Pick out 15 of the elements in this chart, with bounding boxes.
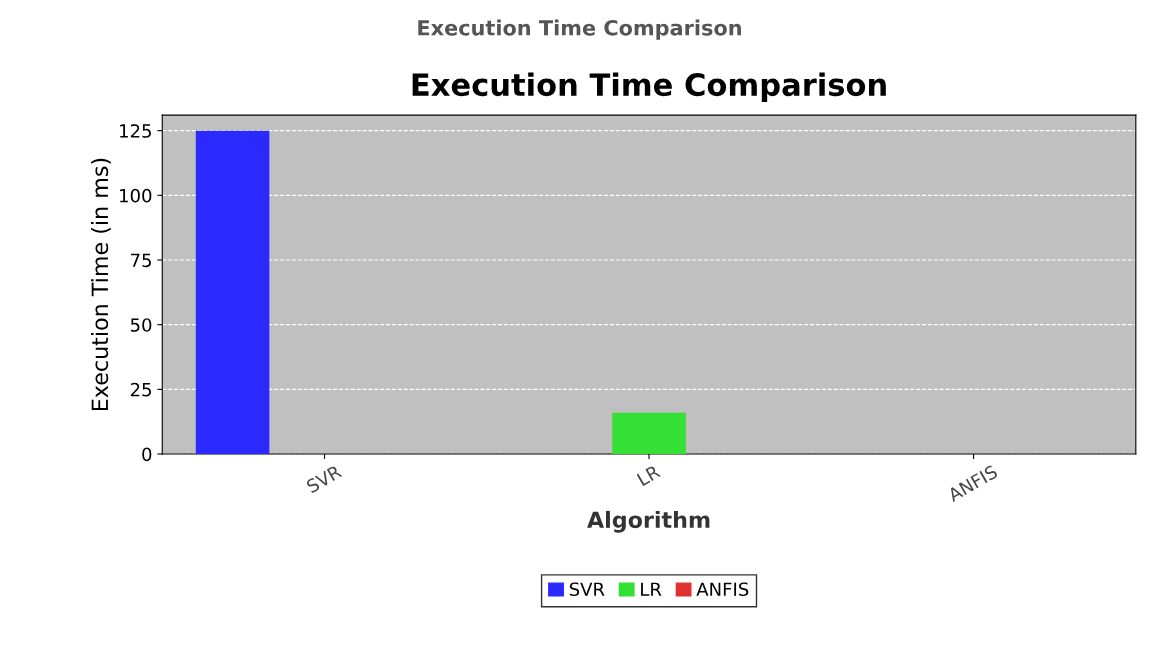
y-tick-label: 0: [142, 447, 152, 462]
y-tick-label: 75: [131, 253, 151, 268]
y-tick-label: 125: [120, 124, 151, 138]
chart-title: Execution Time Comparison: [412, 72, 886, 103]
x-axis-title: Algorithm: [587, 510, 710, 533]
legend-label: ANFIS: [696, 582, 749, 597]
x-tick-label: LR: [636, 464, 661, 487]
y-axis-title: Execution Time (in ms): [91, 158, 111, 411]
x-tick-label: SVR: [305, 464, 343, 494]
legend-label: SVR: [569, 582, 605, 597]
y-tick-label: 50: [130, 318, 152, 332]
text: Execution Time Comparison: [418, 19, 741, 40]
y-tick-label: 100: [120, 188, 152, 203]
legend-label: LR: [641, 582, 662, 596]
y-tick-label: 25: [130, 382, 151, 397]
